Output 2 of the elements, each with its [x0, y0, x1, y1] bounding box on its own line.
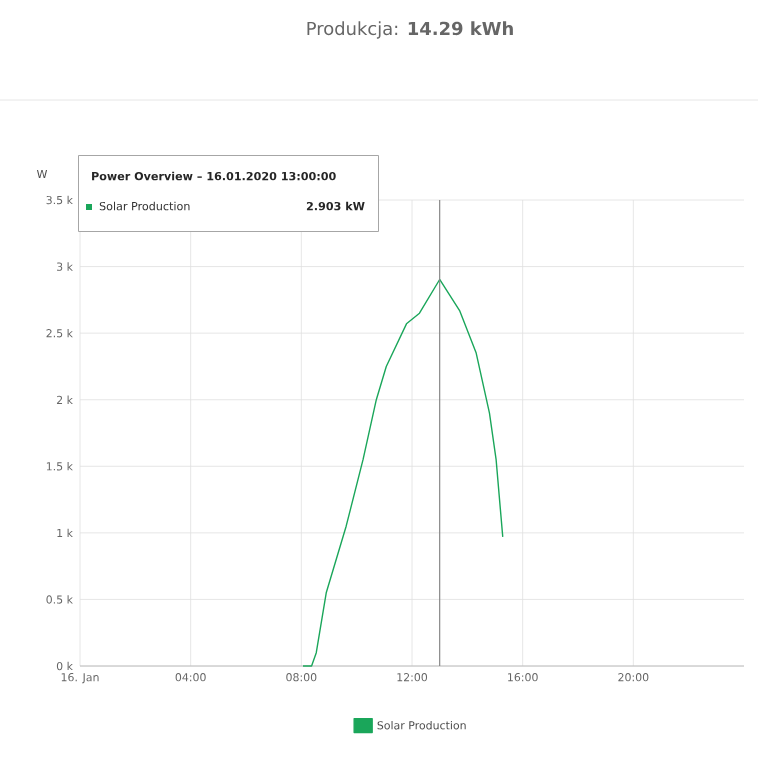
line-series [302, 278, 504, 667]
chart-title: Produkcja: 14.29 kWh [307, 21, 513, 39]
